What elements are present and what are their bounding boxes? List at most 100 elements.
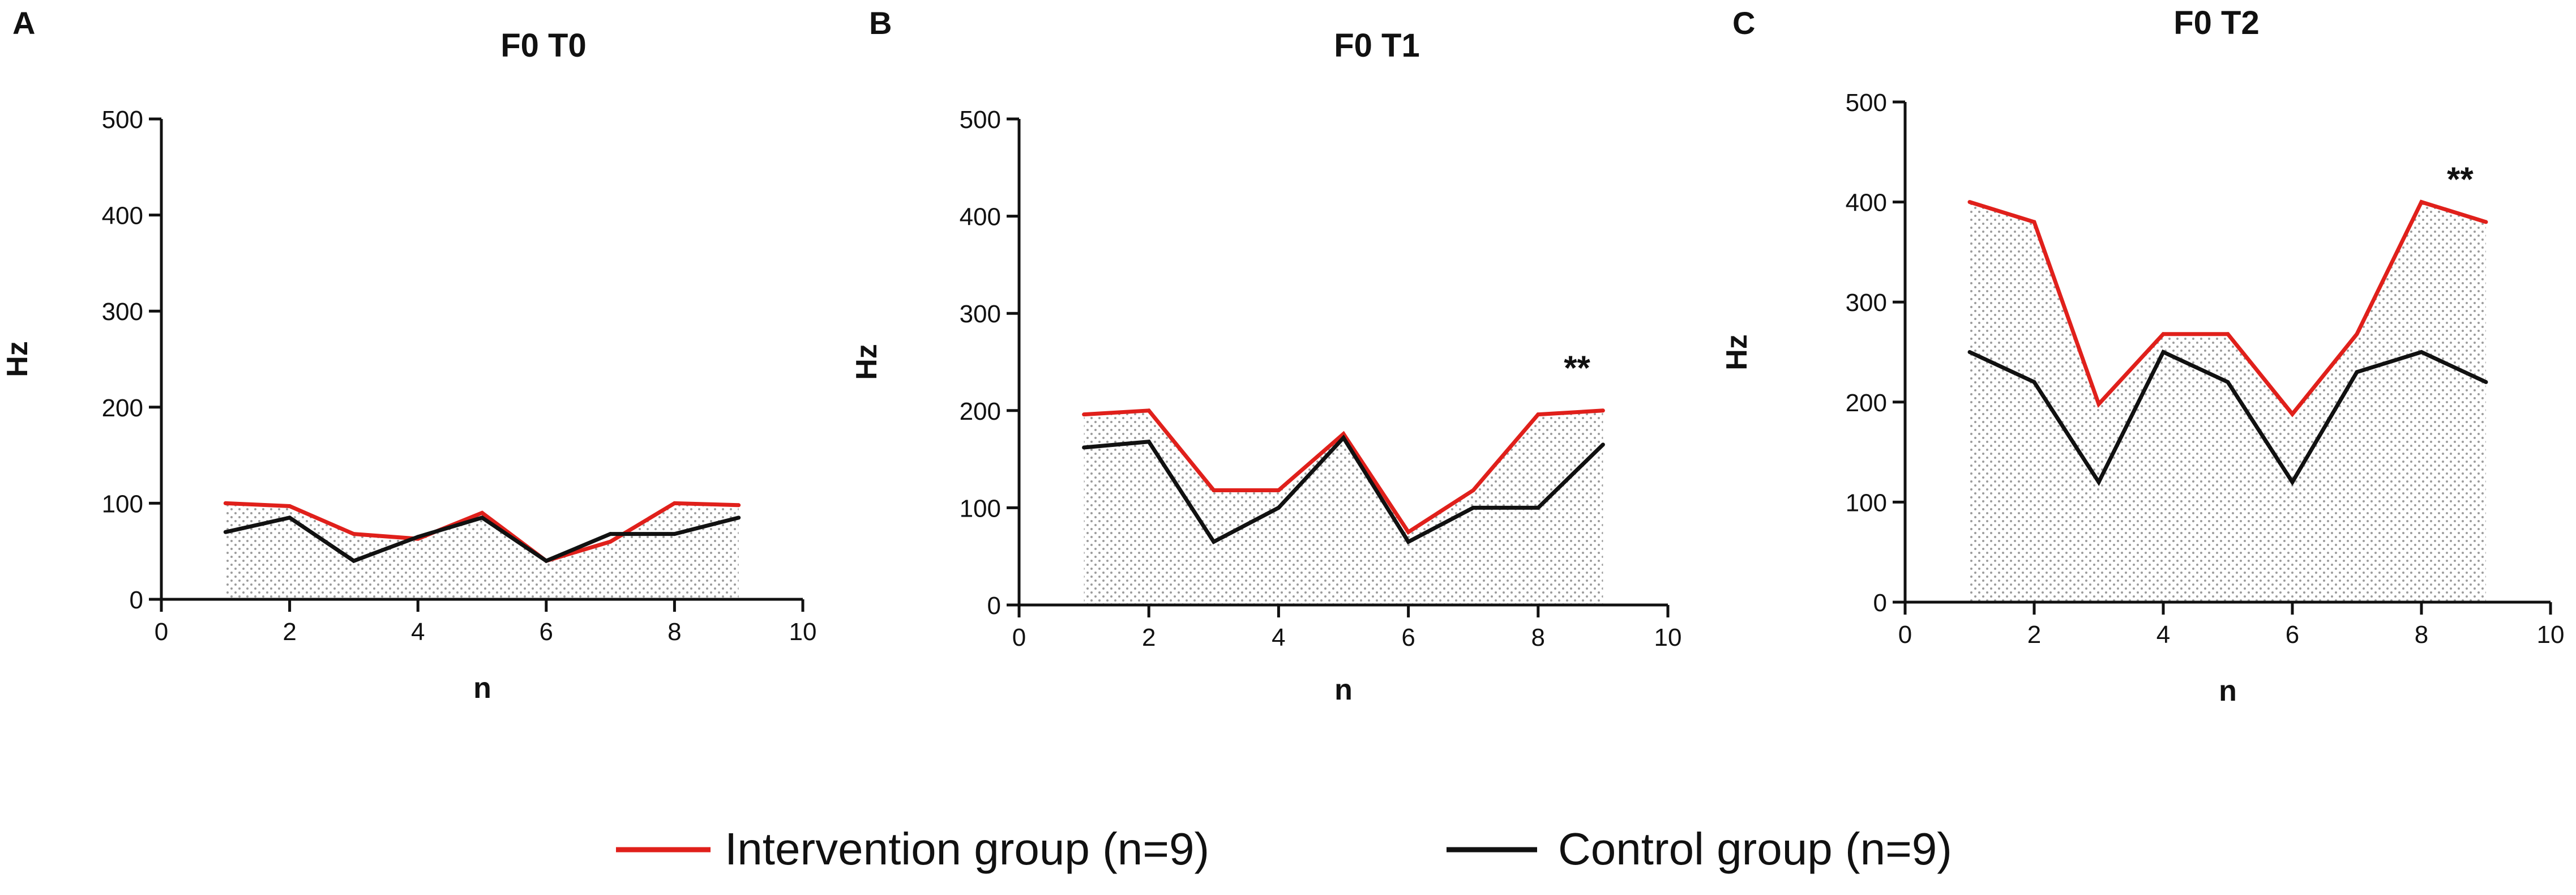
intervention-point [2096, 402, 2101, 406]
y-axis-label: Hz [1, 341, 34, 377]
legend-item-intervention: Intervention group (n=9) [616, 824, 1209, 874]
intervention-point [737, 503, 741, 508]
intervention-point [2032, 220, 2036, 224]
intervention-point [1967, 200, 1972, 204]
y-tick-label: 100 [102, 490, 143, 518]
x-tick-label: 2 [2027, 621, 2041, 649]
control-point [1082, 445, 1086, 450]
intervention-point [1212, 488, 1216, 493]
control-point [2096, 480, 2101, 484]
x-tick-label: 0 [1898, 621, 1912, 649]
x-tick-label: 8 [667, 618, 681, 646]
x-tick-label: 8 [1531, 624, 1545, 651]
legend-item-control: Control group (n=9) [1447, 824, 1952, 874]
y-tick-label: 200 [102, 394, 143, 422]
control-point [1276, 505, 1281, 510]
y-tick-label: 100 [960, 495, 1001, 522]
panel-letter: C [1732, 5, 1755, 41]
x-tick-label: 2 [283, 618, 296, 646]
control-point [2419, 350, 2424, 354]
legend-label: Control group (n=9) [1558, 824, 1952, 874]
intervention-point [1471, 488, 1475, 493]
intervention-point [2290, 412, 2295, 416]
chart-title: F0 T0 [500, 27, 587, 64]
y-tick-label: 0 [130, 586, 143, 614]
series-control [223, 515, 741, 564]
legend-label: Intervention group (n=9) [725, 824, 1209, 874]
y-tick-label: 300 [960, 300, 1001, 328]
y-tick-label: 300 [102, 298, 143, 326]
y-tick-label: 200 [1846, 389, 1887, 417]
control-point [672, 532, 677, 536]
x-tick-label: 10 [2537, 621, 2565, 649]
intervention-point [2355, 332, 2359, 336]
legend: Intervention group (n=9) Control group (n… [616, 824, 1952, 874]
x-tick-label: 6 [2286, 621, 2299, 649]
chart-panel-a: A F0 T0 0 100 200 300 400 500 0 2 4 6 8 10 n Hz [1, 5, 816, 705]
x-tick-label: 6 [1401, 624, 1415, 651]
y-tick-label: 100 [1846, 489, 1887, 517]
control-point [2355, 370, 2359, 374]
y-tick-label: 500 [1846, 89, 1887, 117]
y-tick-label: 200 [960, 398, 1001, 425]
control-point [1601, 442, 1605, 447]
control-point [1536, 505, 1541, 510]
y-tick-label: 400 [1846, 189, 1887, 217]
control-point [480, 515, 484, 520]
x-tick-label: 10 [789, 618, 817, 646]
control-point [2032, 380, 2036, 384]
series-intervention [1967, 199, 2488, 417]
intervention-point [1406, 530, 1411, 534]
x-tick-label: 4 [1272, 624, 1285, 651]
intervention-point [1082, 412, 1086, 417]
chart-title: F0 T1 [1334, 27, 1420, 64]
intervention-point [2226, 332, 2230, 336]
chart-panels: A F0 T0 0 100 200 300 400 500 0 2 4 6 8 10 n Hz B F0 T1 0 1… [1, 5, 2564, 708]
x-tick-label: 6 [540, 618, 553, 646]
significance-annotation: ** [2447, 160, 2474, 198]
y-axis-label: Hz [850, 344, 883, 380]
shaded-area [1970, 202, 2486, 603]
series-control [1082, 434, 1605, 545]
x-axis-label: n [2219, 675, 2237, 708]
control-point [1146, 440, 1151, 444]
chart-panel-c: C F0 T2 0 100 200 300 400 500 0 2 4 6 8 10 n Hz ** [1721, 5, 2564, 708]
x-tick-label: 8 [2415, 621, 2428, 649]
x-tick-label: 2 [1142, 624, 1156, 651]
x-tick-label: 0 [155, 618, 168, 646]
control-point [544, 559, 549, 563]
control-point [2161, 350, 2166, 354]
y-axis-label: Hz [1721, 334, 1753, 370]
x-tick-label: 4 [2156, 621, 2170, 649]
control-point [2226, 380, 2230, 384]
control-point [1406, 539, 1411, 544]
intervention-point [1536, 412, 1541, 417]
control-point [737, 515, 741, 520]
control-point [2484, 380, 2488, 384]
control-point [288, 515, 292, 520]
x-axis-label: n [473, 672, 491, 705]
x-tick-label: 10 [1654, 624, 1682, 651]
x-axis-label: n [1334, 674, 1353, 706]
intervention-point [608, 539, 613, 544]
control-point [1341, 436, 1346, 440]
panel-letter: A [12, 5, 35, 41]
control-point [1212, 539, 1216, 544]
intervention-point [2419, 200, 2424, 204]
y-tick-label: 500 [102, 106, 143, 134]
chart-panel-b: B F0 T1 0 100 200 300 400 500 0 2 4 6 8 10 n Hz ** [850, 5, 1681, 706]
intervention-point [480, 510, 484, 515]
intervention-point [672, 501, 677, 505]
panel-letter: B [869, 5, 892, 41]
intervention-point [223, 501, 228, 505]
y-tick-label: 500 [960, 106, 1001, 134]
significance-annotation: ** [1564, 349, 1590, 387]
y-tick-label: 400 [960, 203, 1001, 231]
control-point [416, 535, 420, 539]
intervention-point [288, 504, 292, 508]
control-point [1967, 350, 1972, 354]
y-tick-label: 400 [102, 202, 143, 230]
chart-title: F0 T2 [2173, 5, 2260, 41]
control-point [352, 559, 356, 563]
